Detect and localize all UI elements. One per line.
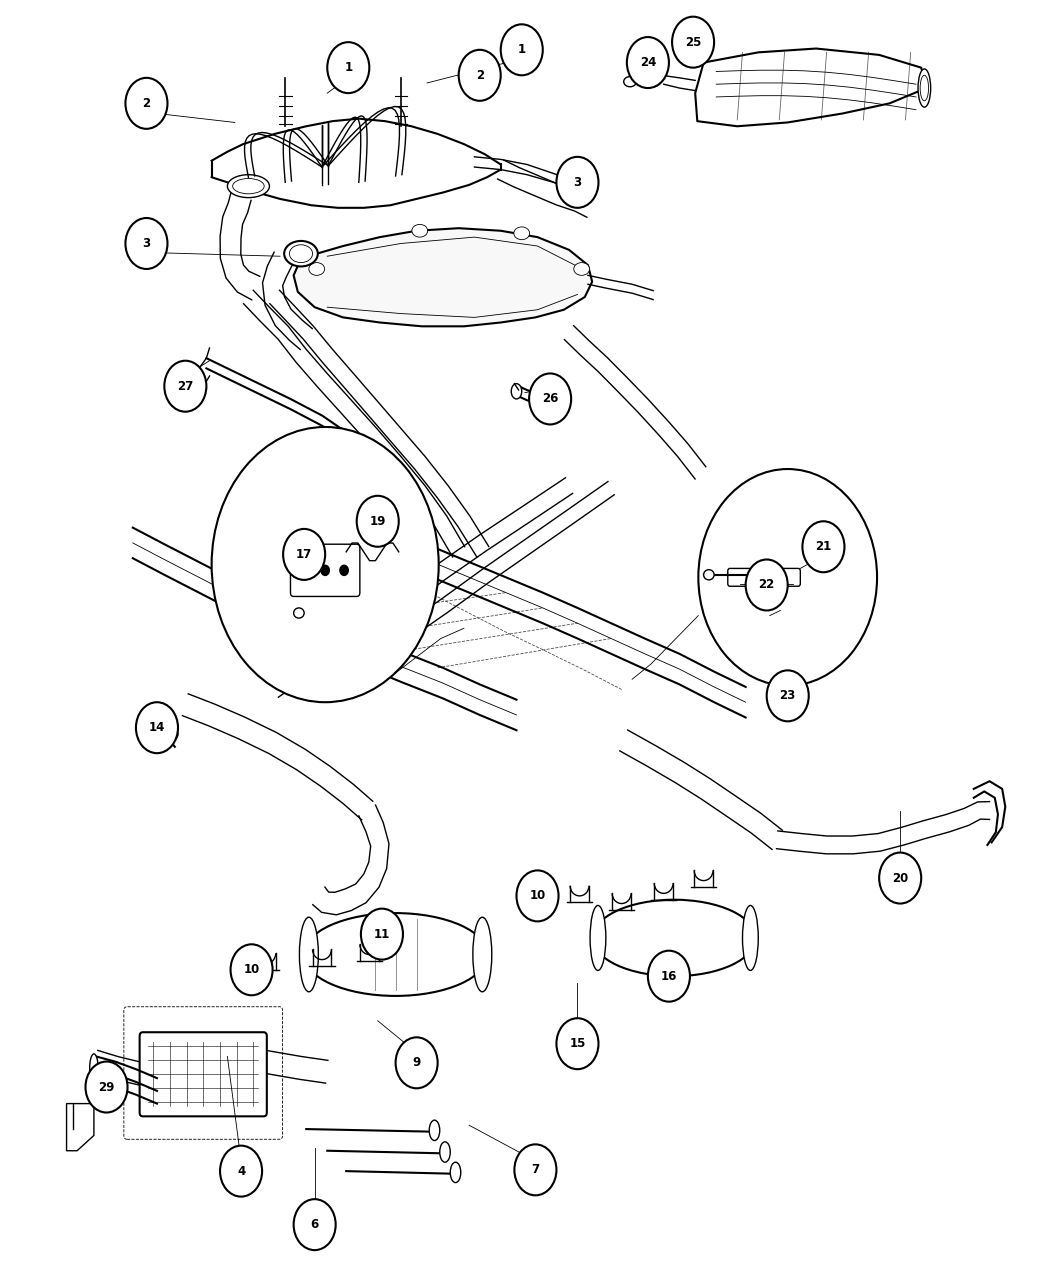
Circle shape bbox=[231, 944, 273, 995]
Text: 1: 1 bbox=[345, 61, 352, 74]
Text: 3: 3 bbox=[142, 238, 151, 250]
Circle shape bbox=[672, 17, 715, 68]
Circle shape bbox=[458, 50, 501, 101]
Polygon shape bbox=[294, 229, 592, 327]
Ellipse shape bbox=[511, 383, 522, 398]
Text: 21: 21 bbox=[816, 540, 832, 553]
Circle shape bbox=[557, 157, 599, 208]
Text: 10: 10 bbox=[243, 963, 259, 977]
Circle shape bbox=[136, 702, 178, 753]
Ellipse shape bbox=[309, 263, 325, 276]
Circle shape bbox=[648, 950, 690, 1001]
Ellipse shape bbox=[573, 263, 589, 276]
Ellipse shape bbox=[590, 905, 606, 971]
Circle shape bbox=[125, 78, 168, 129]
Circle shape bbox=[212, 427, 438, 702]
Ellipse shape bbox=[429, 1120, 440, 1140]
Ellipse shape bbox=[473, 917, 492, 992]
Text: 22: 22 bbox=[759, 578, 775, 591]
Ellipse shape bbox=[624, 77, 637, 87]
Text: 15: 15 bbox=[569, 1037, 586, 1050]
Circle shape bbox=[321, 566, 329, 576]
FancyBboxPatch shape bbox=[139, 1032, 267, 1116]
Ellipse shape bbox=[450, 1162, 461, 1183]
Text: 1: 1 bbox=[518, 43, 526, 56]
Ellipse shape bbox=[90, 1054, 98, 1082]
Ellipse shape bbox=[778, 684, 797, 700]
Text: 2: 2 bbox=[475, 69, 484, 82]
Text: 20: 20 bbox=[892, 872, 909, 885]
Ellipse shape bbox=[592, 900, 756, 976]
Circle shape bbox=[360, 909, 403, 959]
Text: 26: 26 bbox=[542, 392, 559, 405]
Ellipse shape bbox=[165, 728, 178, 741]
Text: 6: 6 bbox=[311, 1218, 318, 1231]
FancyBboxPatch shape bbox=[727, 568, 800, 586]
Text: 23: 23 bbox=[780, 690, 796, 702]
Ellipse shape bbox=[514, 227, 529, 240]
Circle shape bbox=[302, 566, 311, 576]
Circle shape bbox=[356, 495, 398, 547]
Circle shape bbox=[85, 1061, 128, 1112]
Ellipse shape bbox=[228, 175, 270, 198]
Text: 27: 27 bbox=[177, 379, 194, 393]
Text: 24: 24 bbox=[640, 56, 656, 69]
Circle shape bbox=[395, 1037, 437, 1088]
FancyBboxPatch shape bbox=[291, 544, 359, 596]
Ellipse shape bbox=[290, 245, 313, 263]
Ellipse shape bbox=[769, 669, 788, 684]
Ellipse shape bbox=[233, 179, 265, 194]
Text: 10: 10 bbox=[529, 889, 546, 903]
Text: 3: 3 bbox=[573, 176, 582, 189]
Ellipse shape bbox=[299, 917, 318, 992]
Text: 25: 25 bbox=[685, 36, 701, 49]
Circle shape bbox=[284, 529, 326, 580]
Circle shape bbox=[879, 853, 921, 904]
Text: 29: 29 bbox=[98, 1080, 115, 1093]
Circle shape bbox=[501, 24, 543, 75]
Ellipse shape bbox=[440, 1142, 450, 1162]
Text: 14: 14 bbox=[149, 722, 165, 734]
FancyBboxPatch shape bbox=[124, 1006, 282, 1139]
Circle shape bbox=[802, 521, 844, 572]
Ellipse shape bbox=[645, 74, 661, 87]
Circle shape bbox=[745, 559, 787, 610]
Circle shape bbox=[516, 871, 559, 922]
Circle shape bbox=[699, 469, 877, 686]
Circle shape bbox=[557, 1018, 599, 1069]
Ellipse shape bbox=[294, 608, 305, 618]
Circle shape bbox=[220, 1145, 262, 1197]
Ellipse shape bbox=[90, 1082, 98, 1105]
Text: 2: 2 bbox=[142, 97, 151, 110]
Circle shape bbox=[125, 218, 168, 269]
Ellipse shape bbox=[742, 905, 758, 971]
Text: 9: 9 bbox=[412, 1056, 421, 1069]
Circle shape bbox=[328, 42, 369, 93]
Text: 7: 7 bbox=[531, 1163, 540, 1176]
Circle shape bbox=[627, 37, 669, 88]
Circle shape bbox=[514, 1144, 557, 1195]
Circle shape bbox=[164, 360, 207, 411]
Ellipse shape bbox=[920, 75, 929, 101]
Text: 19: 19 bbox=[370, 515, 386, 527]
Circle shape bbox=[529, 373, 571, 424]
Ellipse shape bbox=[412, 225, 428, 238]
Ellipse shape bbox=[704, 570, 715, 580]
Circle shape bbox=[294, 1199, 335, 1250]
Ellipse shape bbox=[304, 913, 488, 996]
Circle shape bbox=[339, 566, 348, 576]
Text: 17: 17 bbox=[296, 548, 312, 561]
Text: 4: 4 bbox=[237, 1165, 246, 1177]
Ellipse shape bbox=[918, 69, 931, 107]
Text: 16: 16 bbox=[661, 969, 677, 983]
Ellipse shape bbox=[285, 241, 318, 267]
Circle shape bbox=[766, 670, 808, 722]
Text: 11: 11 bbox=[374, 927, 390, 941]
